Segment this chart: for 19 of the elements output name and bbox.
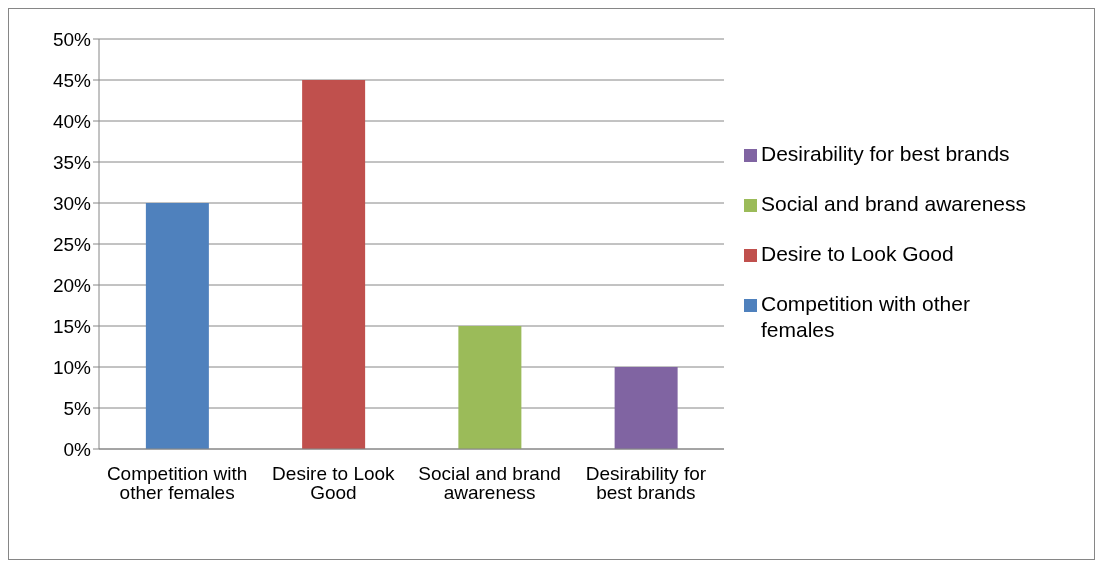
y-tick-label: 45% (52, 69, 92, 91)
x-tick-label: Desire to Look Good (272, 463, 396, 504)
y-tick-label: 15% (52, 315, 92, 337)
y-tick-label: 10% (52, 356, 92, 378)
y-tick-label: 35% (52, 151, 92, 173)
legend-label: Social and brand awareness (761, 191, 1027, 217)
legend-label: Desire to Look Good (761, 241, 955, 267)
y-tick-label: 25% (52, 233, 92, 255)
y-tick-label: 30% (52, 192, 92, 214)
x-tick-label: Social and brand awareness (418, 463, 561, 504)
x-tick-label: Desirability for best brands (585, 463, 707, 504)
x-tick-label: Competition with other females (106, 463, 248, 504)
legend-label: Desirability for best brands (761, 141, 1011, 167)
y-tick-label: 40% (52, 110, 92, 132)
y-tick-label: 5% (63, 397, 92, 419)
legend-label: Competition with other females (761, 291, 971, 343)
y-tick-label: 20% (52, 274, 92, 296)
y-tick-label: 50% (52, 28, 92, 50)
y-tick-label: 0% (63, 438, 92, 460)
